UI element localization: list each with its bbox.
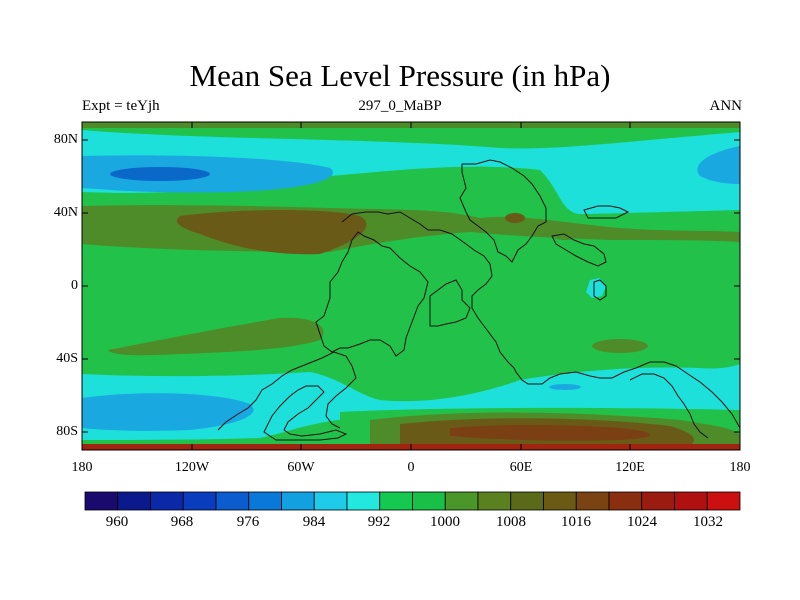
colorbar-label: 1024 [627,514,657,530]
colorbar-swatch [281,491,315,511]
colorbar-swatch [608,491,643,511]
y-tick-label: 80N [53,132,78,147]
x-tick-label: 60E [509,460,533,475]
south-light-blue [82,393,254,431]
continent-outlines [217,159,740,441]
colorbar-swatch [412,491,446,511]
equator-cyan-patch [586,278,606,298]
north-small-olive [505,213,525,223]
colorbar-label: 1032 [693,514,723,530]
colorbar-swatch [543,491,577,511]
north-light-blue-east [697,146,740,184]
colorbar [84,491,741,511]
colorbar-label: 984 [302,514,326,530]
y-tick-label: 40N [53,205,78,220]
south-dark-brown-core [450,425,650,441]
colorbar-swatch [346,491,381,511]
y-tick-label: 0 [71,278,78,293]
colorbar-swatch [510,491,544,511]
south-olive-band-west [108,317,324,356]
chart-title: Mean Sea Level Pressure (in hPa) [189,58,611,93]
colorbar-label: 968 [170,514,194,530]
north-brown-cell [176,210,367,255]
colorbar-swatch [444,491,479,511]
colorbar-label: 1016 [561,514,591,530]
x-tick-label: 0 [407,460,415,475]
south-light-blue-east [549,384,581,390]
colorbar-swatch [313,491,348,511]
colorbar-swatch [84,491,119,511]
colorbar-label: 1008 [496,514,526,530]
colorbar-swatch [706,491,741,511]
colorbar-swatch [150,491,184,511]
y-tick-label: 40S [56,351,78,366]
x-tick-label: 180 [71,460,93,475]
colorbar-label: 992 [367,514,391,530]
colorbar-swatch [575,491,610,511]
colorbar-swatch [248,491,282,511]
north-cyan-band [82,130,740,214]
colorbar-label: 1000 [430,514,460,530]
time-label: 297_0_MaBP [358,98,442,114]
x-tick-label: 120E [615,460,645,475]
colorbar-swatch [215,491,250,511]
colorbar-swatch [477,491,512,511]
colorbar-label: 960 [105,514,129,530]
south-cyan-band [82,364,740,440]
colorbar-swatch [182,491,217,511]
season-label: ANN [709,98,743,114]
x-tick-label: 60W [287,460,315,475]
north-blue-core [110,167,210,181]
colorbar-swatch [117,491,151,511]
axis-ticks [82,122,740,450]
colorbar-swatch [641,491,675,511]
colorbar-swatch [674,491,708,511]
x-tick-label: 180 [729,460,751,475]
experiment-label: Expt = teYjh [82,98,160,114]
colorbar-swatch [379,491,413,511]
south-olive-east [592,339,648,353]
north-small-olive-2 [553,232,577,240]
y-tick-label: 80S [56,424,78,439]
colorbar-label: 976 [236,514,260,530]
x-tick-label: 120W [174,460,210,475]
